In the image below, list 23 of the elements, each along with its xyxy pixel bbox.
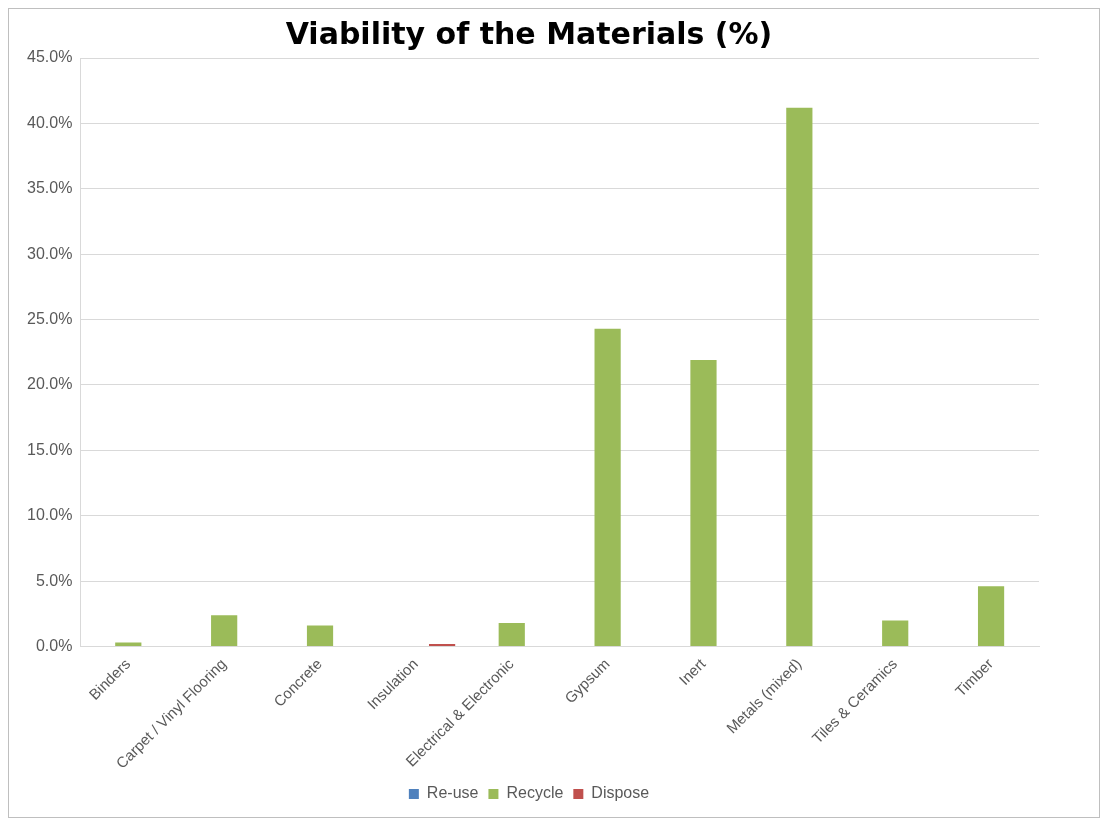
y-tick-label: 5.0% (35, 571, 73, 589)
bar (882, 620, 909, 647)
y-tick-label: 10.0% (26, 506, 73, 524)
bar (786, 107, 813, 647)
bar (690, 360, 717, 647)
y-tick-label: 15.0% (26, 440, 73, 458)
bar (306, 625, 334, 647)
y-tick-label: 20.0% (26, 375, 73, 393)
y-tick-label: 0.0% (35, 636, 73, 654)
legend-label: Recycle (506, 784, 564, 802)
chart-title: Viability of the Materials (%) (285, 15, 773, 51)
y-tick-label: 45.0% (26, 48, 73, 66)
bar (211, 615, 238, 647)
bar (428, 643, 456, 647)
y-tick-label: 40.0% (26, 113, 73, 131)
y-tick-label: 35.0% (26, 179, 73, 197)
y-tick-label: 30.0% (26, 244, 73, 262)
legend-label: Dispose (591, 784, 650, 802)
legend-label: Re-use (426, 784, 479, 802)
y-tick-label: 25.0% (26, 309, 73, 327)
bar (594, 328, 621, 647)
bar (977, 586, 1005, 647)
bar (498, 622, 525, 647)
